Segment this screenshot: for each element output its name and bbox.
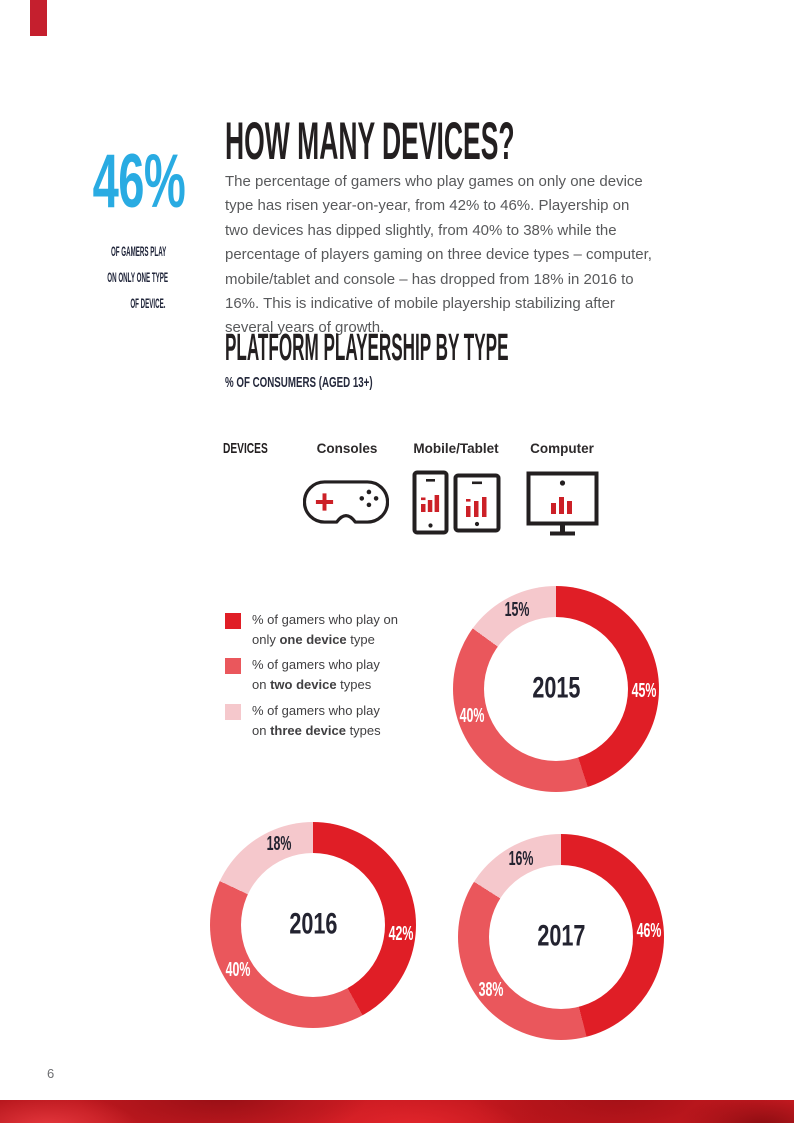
stat-caption-line: OF GAMERS PLAY [110, 244, 166, 259]
section-subtitle: % OF CONSUMERS (AGED 13+) [225, 374, 373, 391]
donut-segment-label: 16% [508, 847, 534, 870]
legend-item-one-device: % of gamers who play on only one device t… [225, 610, 398, 649]
donut-hole [484, 617, 628, 761]
donut-chart-2016: 2016 42% 40% 18% [210, 822, 416, 1028]
device-label-consoles: Consoles [316, 441, 378, 456]
devices-row-label: DEVICES [223, 440, 268, 457]
donut-year-label: 2015 [531, 671, 581, 705]
intro-paragraph: The percentage of gamers who play games … [225, 173, 652, 337]
legend-text: % of gamers who play on two device types [252, 657, 380, 692]
tablet-icon [453, 473, 501, 533]
legend-text: % of gamers who play on only one device t… [252, 612, 398, 647]
donut-year-label: 2016 [288, 907, 338, 941]
device-label-computer: Computer [530, 441, 594, 456]
donut-segment-label: 40% [459, 705, 485, 728]
donut-hole [489, 865, 633, 1009]
page-number: 6 [47, 1066, 55, 1081]
gamepad-icon [303, 480, 389, 524]
donut-chart-2015: 2015 45% 40% 15% [453, 586, 659, 792]
stat-value: 46% [92, 139, 186, 224]
legend-item-three-devices: % of gamers who play on three device type… [225, 701, 381, 740]
device-label-mobile-tablet: Mobile/Tablet [413, 441, 499, 456]
donut-segment-label: 38% [478, 978, 504, 1001]
sidebar-stat: 46% OF GAMERS PLAY ON ONLY ONE TYPE OF D… [36, 138, 186, 317]
legend-item-two-devices: % of gamers who play on two device types [225, 655, 380, 694]
stat-caption: OF GAMERS PLAY ON ONLY ONE TYPE OF DEVIC… [36, 239, 169, 317]
donut-year-label: 2017 [536, 919, 586, 953]
legend-text: % of gamers who play on three device type… [252, 703, 381, 738]
legend-swatch-one-device [225, 613, 241, 629]
donut-segment-label: 40% [225, 959, 250, 982]
donut-chart-2017: 2017 46% 38% 16% [458, 834, 664, 1040]
footer-decorative-band [0, 1100, 794, 1123]
section-title: PLATFORM PLAYERSHIP BY TYPE [225, 327, 509, 369]
page-corner-tab [30, 0, 47, 36]
donut-segment-label: 15% [505, 598, 530, 621]
legend-swatch-two-devices [225, 658, 241, 674]
donut-hole [241, 853, 385, 997]
computer-monitor-icon [526, 471, 599, 536]
donut-segment-label: 46% [636, 919, 662, 942]
stat-caption-line: OF DEVICE. [130, 296, 166, 311]
donut-segment-label: 18% [266, 832, 292, 855]
stat-caption-line: ON ONLY ONE TYPE [107, 270, 169, 285]
phone-icon [412, 470, 449, 535]
donut-segment-label: 42% [388, 923, 413, 946]
page-title: HOW MANY DEVICES? [225, 112, 515, 171]
donut-segment-label: 45% [631, 679, 657, 702]
legend-swatch-three-devices [225, 704, 241, 720]
